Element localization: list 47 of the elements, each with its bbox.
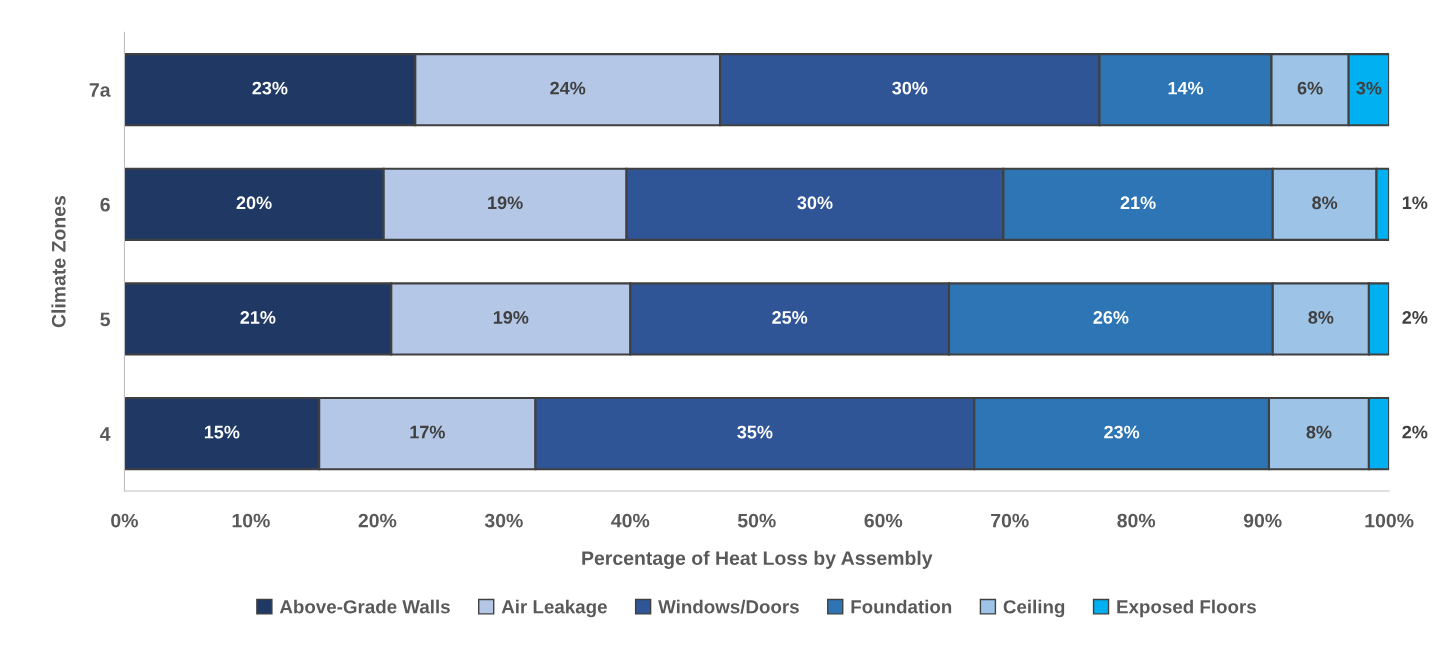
x-axis-title: Percentage of Heat Loss by Assembly <box>582 550 933 569</box>
data-label: 20% <box>236 196 272 210</box>
x-tick-label: 90% <box>1243 513 1282 528</box>
data-label: 25% <box>772 311 808 324</box>
data-label: 19% <box>488 196 523 210</box>
legend-label: Air Leakage <box>501 599 607 618</box>
x-tick-label: 30% <box>484 513 523 528</box>
x-tick-label: 70% <box>991 513 1029 528</box>
data-label: 8% <box>1308 311 1334 324</box>
data-label: 30% <box>892 81 928 95</box>
data-label: 3% <box>1356 81 1382 95</box>
data-label: 14% <box>1168 81 1204 95</box>
y-tick-label: 4 <box>100 427 111 441</box>
data-label: 23% <box>1104 425 1140 439</box>
legend-label: Above-Grade Walls <box>279 599 450 614</box>
y-tick-label: 7a <box>89 83 111 97</box>
data-label: 17% <box>410 425 445 439</box>
x-tick-label: 60% <box>864 513 903 528</box>
data-label: 30% <box>797 196 833 210</box>
data-label: 8% <box>1312 196 1338 210</box>
data-label: 19% <box>493 311 529 324</box>
data-label: 1% <box>1402 196 1428 210</box>
data-label: 35% <box>737 425 773 439</box>
data-label: 26% <box>1093 311 1129 324</box>
legend-label: Windows/Doors <box>658 599 799 614</box>
data-label: 15% <box>204 425 240 439</box>
legend-label: Exposed Floors <box>1117 599 1256 618</box>
x-tick-label: 50% <box>737 513 776 528</box>
x-tick-label: 0% <box>111 513 138 528</box>
x-tick-label: 100% <box>1365 513 1414 528</box>
x-tick-label: 80% <box>1117 513 1156 528</box>
x-tick-label: 40% <box>611 513 650 528</box>
data-label: 23% <box>252 81 288 95</box>
x-tick-label: 20% <box>358 513 397 528</box>
data-label: 24% <box>550 81 586 95</box>
data-label: 2% <box>1402 425 1428 439</box>
legend-label: Foundation <box>851 599 952 614</box>
x-tick-label: 10% <box>232 513 270 528</box>
data-label: 2% <box>1402 311 1428 324</box>
data-label: 6% <box>1297 81 1323 95</box>
y-axis-title: Climate Zones <box>51 195 66 328</box>
y-tick-label: 6 <box>100 197 110 212</box>
legend-label: Ceiling <box>1003 599 1065 618</box>
data-label: 21% <box>1120 196 1156 210</box>
data-label: 8% <box>1306 425 1332 439</box>
data-label: 21% <box>240 311 276 324</box>
y-tick-label: 5 <box>100 312 111 327</box>
